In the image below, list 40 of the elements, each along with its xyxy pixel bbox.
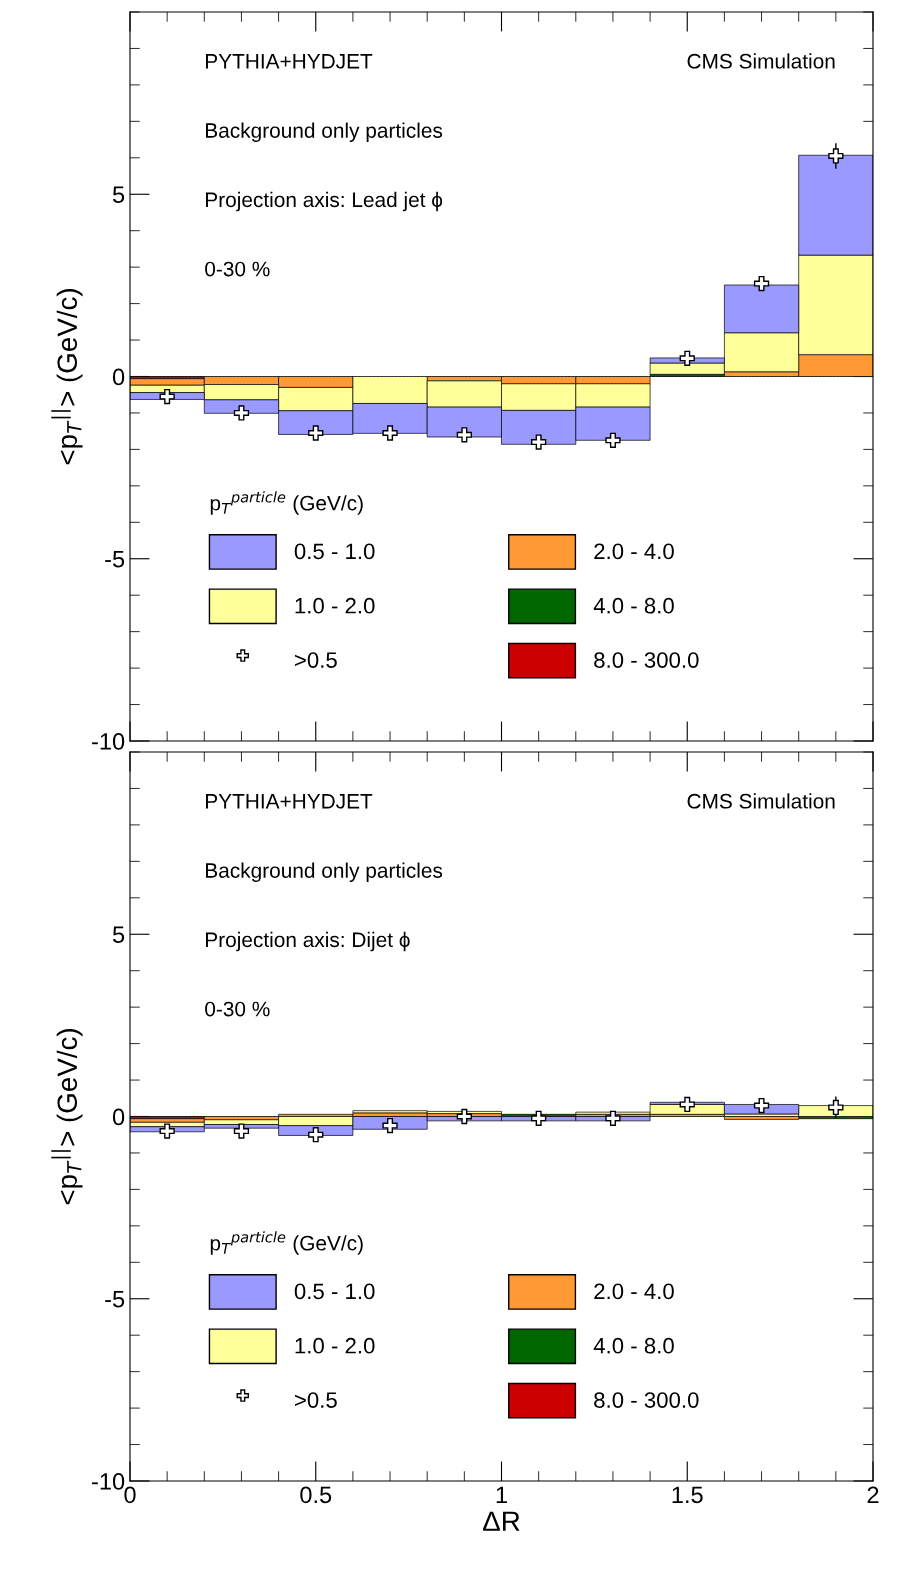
annotation: CMS Simulation (687, 53, 835, 69)
legend-label: 0.5 - 1.0 (294, 543, 375, 560)
legend-label: 1.0 - 2.0 (295, 1337, 375, 1354)
legend-label: >0.5 (294, 652, 337, 668)
annotation: PYTHIA+HYDJET (206, 54, 373, 69)
legend-title: p$_{T}$$^{particle}$ (GeV/c) (210, 491, 363, 515)
x-axis-title: ΔR (483, 1511, 520, 1531)
annotation: Background only particles (206, 862, 443, 882)
y-tick-label: 0 (112, 368, 125, 386)
legend-label: 2.0 - 4.0 (594, 543, 674, 560)
legend-label: 4.0 - 8.0 (593, 1337, 674, 1354)
y-tick-label: -5 (105, 1291, 125, 1308)
legend-label: 2.0 - 4.0 (594, 1283, 674, 1300)
annotation: 0-30 % (205, 1001, 270, 1017)
x-tick-label: 1.5 (672, 1486, 703, 1504)
legend-title: p$_{T}$$^{particle}$ (GeV/c) (210, 1231, 363, 1255)
y-tick-label: -10 (92, 733, 125, 750)
y-axis-title: <p$_{T}$$^{||}$> (GeV/c) (51, 1029, 83, 1205)
annotation: Projection axis: Dijet ϕ (206, 931, 410, 952)
annotation: Projection axis: Lead jet ϕ (206, 191, 443, 212)
x-tick-label: 2 (867, 1486, 879, 1503)
annotation: 0-30 % (205, 261, 270, 277)
y-tick-label: -5 (105, 551, 125, 568)
y-axis-title: <p$_{T}$$^{||}$> (GeV/c) (51, 289, 83, 465)
legend-label: 8.0 - 300.0 (594, 1392, 699, 1408)
x-tick-label: 0.5 (300, 1486, 332, 1504)
legend-label: 0.5 - 1.0 (294, 1283, 375, 1300)
y-tick-label: 5 (112, 186, 125, 204)
y-tick-label: -10 (92, 1473, 125, 1490)
annotation: PYTHIA+HYDJET (206, 794, 373, 809)
annotation: Background only particles (206, 122, 443, 142)
x-tick-label: 0 (124, 1486, 136, 1504)
legend-label: 1.0 - 2.0 (295, 597, 375, 614)
x-tick-label: 1 (496, 1486, 507, 1503)
y-tick-label: 5 (112, 926, 125, 944)
legend-label: >0.5 (294, 1392, 337, 1408)
legend-label: 4.0 - 8.0 (593, 597, 674, 614)
legend-label: 8.0 - 300.0 (594, 652, 699, 668)
y-tick-label: 0 (112, 1108, 125, 1126)
annotation: CMS Simulation (687, 793, 835, 809)
